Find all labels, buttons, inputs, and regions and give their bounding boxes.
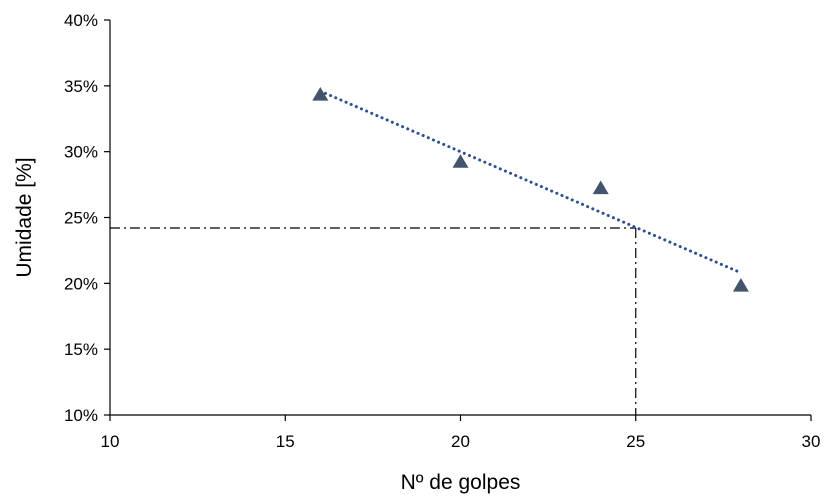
data-point: [452, 154, 469, 168]
y-tick-label: 10%: [64, 406, 98, 425]
x-tick-label: 30: [802, 432, 821, 451]
data-point: [732, 277, 749, 292]
y-tick-label: 40%: [64, 11, 98, 30]
y-tick-label: 15%: [64, 340, 98, 359]
x-tick-label: 10: [101, 432, 120, 451]
trendline: [318, 89, 743, 275]
tick-labels: 10% 15% 20% 25% 30% 35% 40% 10 15 20 25 30: [64, 11, 820, 451]
data-point: [592, 180, 609, 195]
data-points: [312, 87, 749, 292]
axes: [104, 19, 812, 421]
x-tick-label: 25: [626, 432, 645, 451]
trendline-group: [318, 89, 743, 275]
data-point: [312, 87, 329, 101]
y-axis-title: Umidade [%]: [13, 157, 36, 277]
y-tick-label: 30%: [64, 143, 98, 162]
y-tick-label: 25%: [64, 209, 98, 228]
reference-lines: [110, 227, 637, 415]
y-tick-label: 20%: [64, 274, 98, 293]
x-axis-title: Nº de golpes: [401, 471, 521, 494]
x-tick-label: 20: [451, 432, 470, 451]
x-tick-label: 15: [276, 432, 295, 451]
y-tick-label: 35%: [64, 77, 98, 96]
